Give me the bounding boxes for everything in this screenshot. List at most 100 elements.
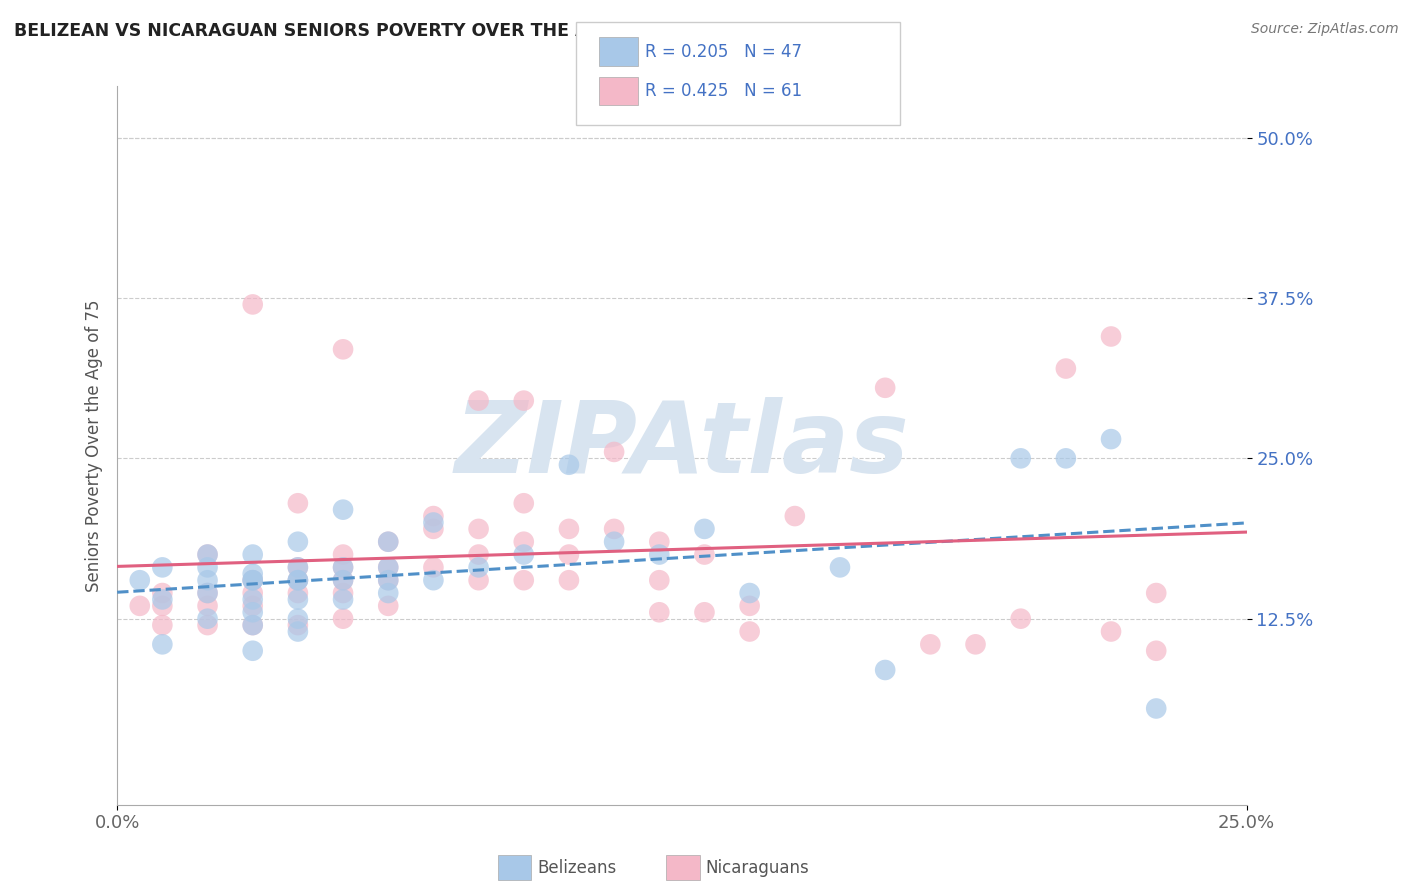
- Point: [287, 496, 309, 510]
- Point: [558, 458, 581, 472]
- Point: [1099, 624, 1122, 639]
- Point: [287, 573, 309, 587]
- Point: [875, 663, 897, 677]
- Point: [242, 586, 264, 600]
- Point: [287, 573, 309, 587]
- Point: [693, 605, 716, 619]
- Point: [287, 560, 309, 574]
- Point: [377, 586, 399, 600]
- Point: [242, 592, 264, 607]
- Point: [332, 548, 354, 562]
- Point: [377, 560, 399, 574]
- Point: [287, 534, 309, 549]
- Point: [422, 509, 444, 524]
- Point: [422, 573, 444, 587]
- Point: [467, 393, 489, 408]
- Point: [558, 573, 581, 587]
- Point: [150, 637, 173, 651]
- Point: [150, 599, 173, 613]
- Point: [128, 599, 150, 613]
- Point: [693, 548, 716, 562]
- Point: [738, 586, 761, 600]
- Point: [150, 618, 173, 632]
- Point: [332, 592, 354, 607]
- Point: [332, 573, 354, 587]
- Point: [377, 560, 399, 574]
- Point: [197, 586, 219, 600]
- Point: [128, 573, 150, 587]
- Point: [648, 605, 671, 619]
- Point: [783, 509, 806, 524]
- Point: [513, 534, 536, 549]
- Point: [1010, 451, 1032, 466]
- Point: [287, 573, 309, 587]
- Point: [150, 586, 173, 600]
- Point: [1010, 612, 1032, 626]
- Point: [242, 605, 264, 619]
- Point: [828, 560, 851, 574]
- Point: [467, 522, 489, 536]
- Point: [648, 573, 671, 587]
- Point: [242, 618, 264, 632]
- Text: R = 0.205   N = 47: R = 0.205 N = 47: [645, 43, 803, 61]
- Point: [287, 624, 309, 639]
- Point: [197, 618, 219, 632]
- Point: [422, 516, 444, 530]
- Point: [332, 560, 354, 574]
- Point: [332, 343, 354, 357]
- Point: [287, 592, 309, 607]
- Point: [603, 534, 626, 549]
- Point: [242, 297, 264, 311]
- Point: [377, 573, 399, 587]
- Point: [332, 573, 354, 587]
- Point: [197, 599, 219, 613]
- Point: [738, 624, 761, 639]
- Point: [197, 612, 219, 626]
- Point: [513, 393, 536, 408]
- Point: [197, 548, 219, 562]
- Point: [558, 522, 581, 536]
- Point: [332, 586, 354, 600]
- Point: [738, 599, 761, 613]
- Point: [513, 573, 536, 587]
- Point: [467, 548, 489, 562]
- Text: Source: ZipAtlas.com: Source: ZipAtlas.com: [1251, 22, 1399, 37]
- Point: [242, 573, 264, 587]
- Point: [1054, 361, 1077, 376]
- Point: [422, 560, 444, 574]
- Point: [920, 637, 942, 651]
- Point: [875, 381, 897, 395]
- Text: Belizeans: Belizeans: [537, 859, 616, 877]
- Point: [1099, 329, 1122, 343]
- Text: ZIPAtlas: ZIPAtlas: [454, 397, 910, 494]
- Point: [377, 534, 399, 549]
- Point: [422, 522, 444, 536]
- Point: [287, 586, 309, 600]
- Text: Nicaraguans: Nicaraguans: [706, 859, 810, 877]
- Point: [332, 502, 354, 516]
- Point: [377, 573, 399, 587]
- Point: [603, 445, 626, 459]
- Point: [603, 522, 626, 536]
- Point: [467, 573, 489, 587]
- Point: [513, 496, 536, 510]
- Point: [1144, 586, 1167, 600]
- Point: [197, 573, 219, 587]
- Point: [287, 618, 309, 632]
- Point: [197, 560, 219, 574]
- Point: [150, 560, 173, 574]
- Point: [150, 592, 173, 607]
- Point: [513, 548, 536, 562]
- Point: [242, 548, 264, 562]
- Point: [242, 573, 264, 587]
- Point: [242, 644, 264, 658]
- Point: [242, 573, 264, 587]
- Text: BELIZEAN VS NICARAGUAN SENIORS POVERTY OVER THE AGE OF 75 CORRELATION CHART: BELIZEAN VS NICARAGUAN SENIORS POVERTY O…: [14, 22, 893, 40]
- Point: [558, 548, 581, 562]
- Point: [1144, 701, 1167, 715]
- Text: R = 0.425   N = 61: R = 0.425 N = 61: [645, 82, 803, 100]
- Point: [287, 612, 309, 626]
- Point: [1144, 644, 1167, 658]
- Point: [242, 566, 264, 581]
- Point: [197, 586, 219, 600]
